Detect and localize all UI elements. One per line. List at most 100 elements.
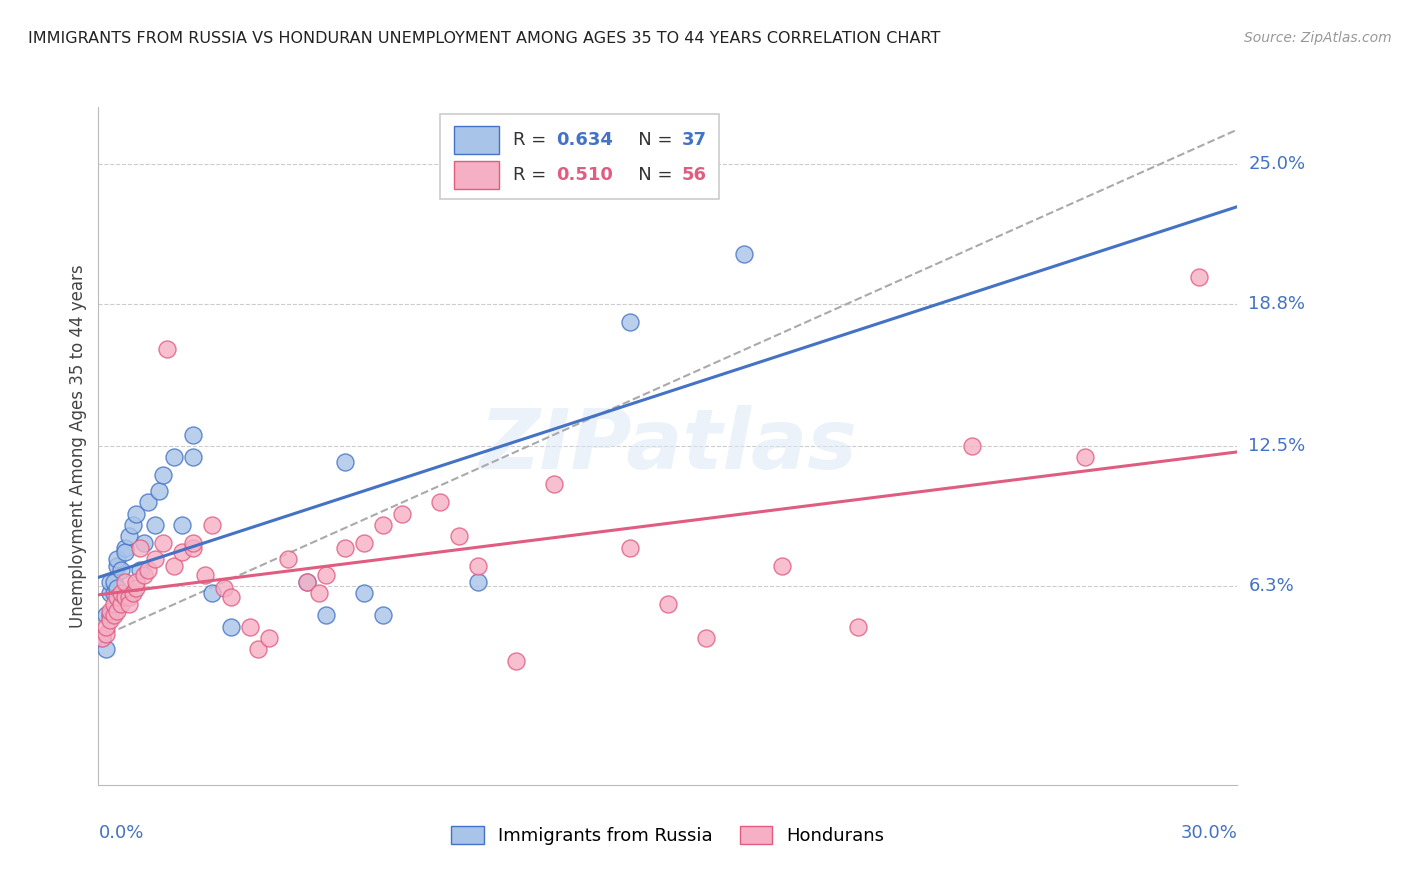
Point bbox=[129, 563, 152, 577]
Text: 56: 56 bbox=[682, 166, 707, 184]
Point bbox=[156, 342, 179, 356]
Text: 0.0%: 0.0% bbox=[98, 824, 143, 842]
Point bbox=[132, 536, 155, 550]
FancyBboxPatch shape bbox=[440, 114, 718, 199]
Text: R =: R = bbox=[513, 166, 553, 184]
Text: 37: 37 bbox=[682, 131, 707, 149]
Point bbox=[619, 541, 641, 555]
Point bbox=[118, 591, 141, 605]
Point bbox=[132, 567, 155, 582]
Point bbox=[1188, 269, 1211, 284]
FancyBboxPatch shape bbox=[454, 126, 499, 154]
Text: 12.5%: 12.5% bbox=[1249, 437, 1306, 455]
Point bbox=[770, 558, 793, 573]
Point bbox=[194, 567, 217, 582]
Point bbox=[183, 536, 205, 550]
Text: R =: R = bbox=[513, 131, 553, 149]
Point bbox=[148, 484, 170, 499]
Point bbox=[94, 642, 117, 657]
Point bbox=[107, 591, 129, 605]
Point bbox=[125, 574, 148, 589]
Point bbox=[467, 558, 489, 573]
Point bbox=[114, 591, 136, 605]
Point bbox=[467, 574, 489, 589]
Point bbox=[695, 631, 717, 645]
Point bbox=[960, 439, 983, 453]
Point bbox=[98, 604, 121, 618]
Point bbox=[98, 574, 121, 589]
FancyBboxPatch shape bbox=[454, 161, 499, 189]
Text: 25.0%: 25.0% bbox=[1249, 154, 1306, 172]
Y-axis label: Unemployment Among Ages 35 to 44 years: Unemployment Among Ages 35 to 44 years bbox=[69, 264, 87, 628]
Text: IMMIGRANTS FROM RUSSIA VS HONDURAN UNEMPLOYMENT AMONG AGES 35 TO 44 YEARS CORREL: IMMIGRANTS FROM RUSSIA VS HONDURAN UNEMP… bbox=[28, 31, 941, 46]
Point bbox=[107, 582, 129, 596]
Point bbox=[152, 536, 174, 550]
Point bbox=[183, 450, 205, 465]
Point bbox=[98, 608, 121, 623]
Point bbox=[107, 558, 129, 573]
Point bbox=[297, 574, 319, 589]
Point bbox=[297, 574, 319, 589]
Point bbox=[733, 247, 755, 261]
Point bbox=[221, 620, 243, 634]
Text: 0.634: 0.634 bbox=[557, 131, 613, 149]
Point bbox=[136, 495, 159, 509]
Point bbox=[125, 582, 148, 596]
Text: 18.8%: 18.8% bbox=[1249, 294, 1305, 312]
Point bbox=[183, 427, 205, 442]
Point bbox=[246, 642, 269, 657]
Point bbox=[118, 529, 141, 543]
Point bbox=[391, 507, 413, 521]
Point bbox=[114, 574, 136, 589]
Point bbox=[259, 631, 281, 645]
Point bbox=[353, 536, 375, 550]
Point bbox=[125, 507, 148, 521]
Text: N =: N = bbox=[621, 166, 679, 184]
Point bbox=[201, 586, 224, 600]
Point bbox=[308, 586, 330, 600]
Point bbox=[201, 518, 224, 533]
Point bbox=[619, 315, 641, 329]
Point bbox=[94, 620, 117, 634]
Point bbox=[846, 620, 869, 634]
Point bbox=[277, 552, 299, 566]
Point bbox=[118, 597, 141, 611]
Point bbox=[657, 597, 679, 611]
Point bbox=[103, 597, 125, 611]
Point bbox=[110, 563, 132, 577]
Text: 30.0%: 30.0% bbox=[1181, 824, 1237, 842]
Point bbox=[121, 518, 143, 533]
Point bbox=[371, 518, 394, 533]
Point bbox=[335, 541, 357, 555]
Point bbox=[505, 654, 527, 668]
Point bbox=[315, 567, 337, 582]
Point bbox=[94, 626, 117, 640]
Legend: Immigrants from Russia, Hondurans: Immigrants from Russia, Hondurans bbox=[441, 816, 894, 854]
Point bbox=[543, 477, 565, 491]
Point bbox=[221, 591, 243, 605]
Point bbox=[1074, 450, 1097, 465]
Point bbox=[145, 518, 167, 533]
Point bbox=[114, 545, 136, 559]
Text: N =: N = bbox=[621, 131, 679, 149]
Point bbox=[107, 552, 129, 566]
Point bbox=[121, 586, 143, 600]
Point bbox=[152, 468, 174, 483]
Point bbox=[145, 552, 167, 566]
Text: 6.3%: 6.3% bbox=[1249, 577, 1294, 595]
Point bbox=[170, 518, 193, 533]
Point bbox=[103, 586, 125, 600]
Point bbox=[91, 631, 114, 645]
Point bbox=[315, 608, 337, 623]
Text: ZIPatlas: ZIPatlas bbox=[479, 406, 856, 486]
Point bbox=[110, 597, 132, 611]
Point bbox=[103, 608, 125, 623]
Point bbox=[212, 582, 235, 596]
Point bbox=[335, 455, 357, 469]
Point bbox=[103, 574, 125, 589]
Point bbox=[136, 563, 159, 577]
Point bbox=[429, 495, 451, 509]
Point bbox=[98, 586, 121, 600]
Point bbox=[239, 620, 262, 634]
Text: Source: ZipAtlas.com: Source: ZipAtlas.com bbox=[1244, 31, 1392, 45]
